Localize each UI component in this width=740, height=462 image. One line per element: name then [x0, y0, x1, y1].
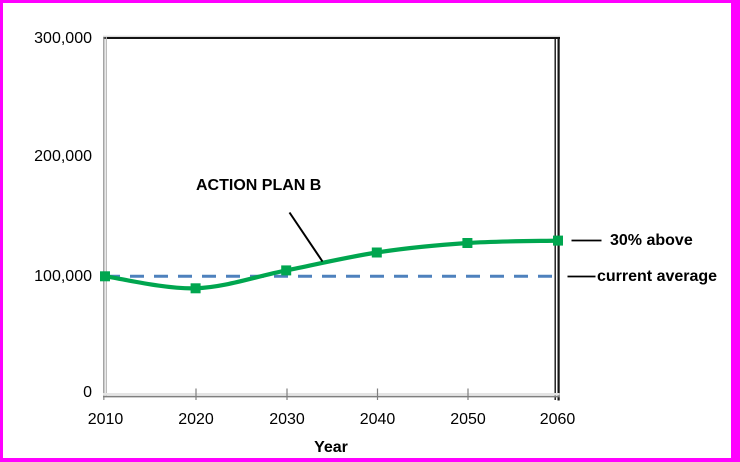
above-label: 30% above: [610, 232, 693, 249]
y-axis-tick-label: 300,000: [34, 30, 92, 47]
action-plan-b-markers: [100, 235, 563, 294]
action-plan-b-label: ACTION PLAN B: [196, 177, 322, 194]
x-axis-tick-label: 2060: [539, 411, 576, 428]
x-axis-title: Year: [314, 439, 348, 456]
x-axis-tick-label: 2050: [450, 411, 486, 428]
x-axis-tick-label: 2010: [87, 411, 124, 428]
action-plan-b-line: [102, 238, 561, 291]
data-point-marker: [462, 238, 473, 248]
data-point-marker: [190, 283, 201, 294]
y-axis-tick-label: 0: [83, 384, 92, 401]
data-point-marker: [100, 271, 110, 282]
data-point-marker: [553, 235, 563, 246]
average-label: current average: [597, 268, 718, 285]
y-axis-tick-label: 200,000: [34, 148, 92, 165]
x-axis-tick-label: 2040: [359, 411, 396, 428]
data-point-marker: [371, 247, 382, 258]
x-axis-tick-label: 2020: [178, 411, 214, 428]
y-axis-tick-label: 100,000: [34, 268, 92, 285]
plot-frame: [103, 35, 560, 401]
annotation-leader-line: [288, 211, 324, 263]
data-point-marker: [281, 265, 292, 276]
chart-background: [3, 3, 731, 458]
x-axis-tick-label: 2030: [269, 411, 305, 428]
